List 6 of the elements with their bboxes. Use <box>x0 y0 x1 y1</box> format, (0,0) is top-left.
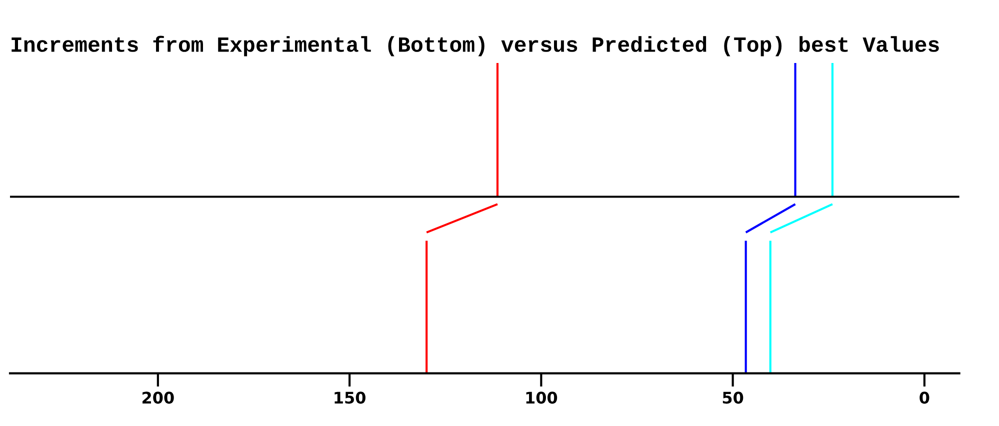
chart-title: Increments from Experimental (Bottom) versus Predicted (Top) best Values <box>12 36 939 56</box>
x-tick-label: 0 <box>920 392 930 404</box>
x-tick-label: 150 <box>334 392 366 404</box>
x-tick-label: 200 <box>142 392 174 404</box>
x-tick-label: 100 <box>526 392 558 404</box>
x-tick-label: 50 <box>722 392 744 404</box>
